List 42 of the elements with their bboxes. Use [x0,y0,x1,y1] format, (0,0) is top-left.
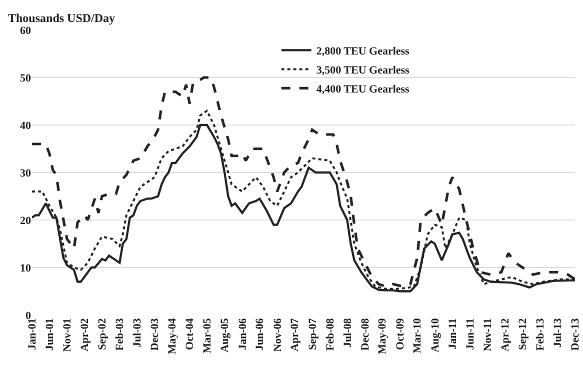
x-tick-label: Apr-02 [78,318,91,352]
x-tick-label: Mar-10 [412,318,424,354]
x-tick-label: Aug-05 [219,318,232,352]
y-tick-label: 60 [20,24,32,37]
y-tick-label: 20 [20,214,32,227]
x-tick-label: Dec-08 [359,318,372,351]
y-axis-title: Thousands USD/Day [8,11,116,25]
x-tick-label: Aug-10 [429,318,442,352]
x-tick-label: Jul-08 [342,318,354,348]
x-tick-label: Jul-13 [552,318,564,348]
x-tick-label: Sep-07 [306,318,319,350]
legend-label: 4,400 TEU Gearless [316,83,410,96]
x-tick-label: Sep-12 [517,318,530,350]
x-tick-label: Mar-05 [202,318,214,354]
x-tick-label: Nov-11 [482,318,494,352]
x-tick-label: Nov-01 [62,318,74,352]
x-tick-label: Feb-03 [114,318,126,351]
x-tick-label: Jan-11 [446,318,459,350]
legend-label: 2,800 TEU Gearless [316,45,410,58]
y-tick-label: 10 [20,262,32,274]
x-tick-label: Dec-13 [570,318,582,351]
y-tick-label: 50 [20,72,32,84]
x-tick-label: May-04 [166,318,179,354]
x-tick-label: Jun-06 [254,318,266,351]
y-tick-label: 30 [20,167,32,180]
x-tick-label: Jan-01 [26,318,39,350]
x-tick-label: May-09 [376,318,389,354]
x-tick-label: Feb-13 [534,318,547,351]
x-tick-label: Jan-06 [236,318,249,350]
x-tick-label: Sep-02 [96,318,109,350]
x-tick-label: Feb-08 [324,318,336,351]
x-tick-label: Nov-06 [272,318,284,352]
x-tick-label: Jul-03 [131,318,144,348]
legend-label: 3,500 TEU Gearless [316,64,410,76]
x-tick-label: Apr-12 [499,318,512,352]
y-tick-label: 40 [20,120,32,132]
x-tick-label: Apr-07 [289,318,302,352]
x-tick-label: Oct-09 [394,318,406,350]
x-tick-label: Jun-01 [44,318,56,351]
x-tick-label: Oct-04 [184,318,196,350]
x-tick-label: Jun-11 [464,318,476,350]
x-tick-label: Dec-03 [149,318,162,351]
